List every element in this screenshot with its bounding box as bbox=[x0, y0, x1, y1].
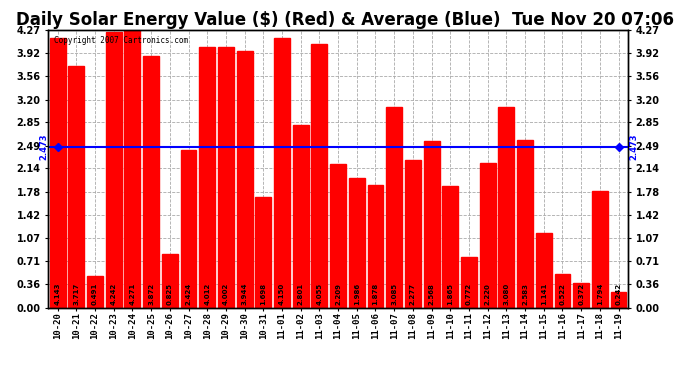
Text: 1.698: 1.698 bbox=[260, 283, 266, 305]
Text: 2.277: 2.277 bbox=[410, 283, 416, 305]
Bar bbox=[106, 32, 121, 308]
Text: 1.986: 1.986 bbox=[354, 283, 359, 305]
Text: 4.002: 4.002 bbox=[223, 283, 229, 305]
Bar bbox=[461, 257, 477, 307]
Text: 2.583: 2.583 bbox=[522, 283, 528, 305]
Bar bbox=[592, 191, 608, 308]
Text: 0.372: 0.372 bbox=[578, 283, 584, 305]
Bar bbox=[349, 178, 365, 308]
Bar bbox=[386, 107, 402, 307]
Text: Daily Solar Energy Value ($) (Red) & Average (Blue)  Tue Nov 20 07:06: Daily Solar Energy Value ($) (Red) & Ave… bbox=[16, 11, 674, 29]
Bar bbox=[517, 140, 533, 308]
Text: 2.801: 2.801 bbox=[297, 283, 304, 305]
Text: 2.473: 2.473 bbox=[630, 134, 639, 160]
Bar bbox=[480, 163, 495, 308]
Bar bbox=[255, 197, 271, 308]
Bar bbox=[293, 126, 308, 308]
Text: 3.944: 3.944 bbox=[241, 282, 248, 305]
Bar bbox=[573, 284, 589, 308]
Bar bbox=[144, 56, 159, 308]
Bar bbox=[218, 47, 234, 308]
Bar bbox=[199, 47, 215, 308]
Text: 1.141: 1.141 bbox=[541, 282, 546, 305]
Text: 1.878: 1.878 bbox=[373, 283, 379, 305]
Text: 0.491: 0.491 bbox=[92, 282, 98, 305]
Text: 3.085: 3.085 bbox=[391, 283, 397, 305]
Text: 2.209: 2.209 bbox=[335, 283, 341, 305]
Text: 4.271: 4.271 bbox=[130, 283, 135, 305]
Bar bbox=[424, 141, 440, 308]
Text: 1.865: 1.865 bbox=[447, 283, 453, 305]
Text: Copyright 2007 Cartronics.com: Copyright 2007 Cartronics.com bbox=[54, 36, 188, 45]
Text: 0.825: 0.825 bbox=[167, 283, 172, 305]
Bar bbox=[162, 254, 178, 308]
Bar bbox=[368, 186, 384, 308]
Text: 3.717: 3.717 bbox=[73, 283, 79, 305]
Text: 3.080: 3.080 bbox=[504, 283, 509, 305]
Bar bbox=[68, 66, 84, 308]
Bar bbox=[274, 38, 290, 308]
Text: 2.568: 2.568 bbox=[428, 283, 435, 305]
Bar bbox=[237, 51, 253, 308]
Text: 2.220: 2.220 bbox=[484, 283, 491, 305]
Bar bbox=[498, 107, 514, 308]
Bar bbox=[555, 274, 571, 308]
Text: 4.150: 4.150 bbox=[279, 283, 285, 305]
Bar bbox=[87, 276, 103, 308]
Text: 2.473: 2.473 bbox=[39, 134, 48, 160]
Text: 0.242: 0.242 bbox=[615, 283, 622, 305]
Text: 2.424: 2.424 bbox=[186, 283, 192, 305]
Bar bbox=[50, 38, 66, 308]
Bar bbox=[536, 233, 552, 308]
Bar bbox=[124, 30, 140, 308]
Bar bbox=[405, 159, 421, 308]
Text: 4.242: 4.242 bbox=[110, 283, 117, 305]
Text: 1.794: 1.794 bbox=[597, 282, 603, 305]
Text: 0.522: 0.522 bbox=[560, 283, 566, 305]
Bar bbox=[442, 186, 458, 308]
Text: 0.772: 0.772 bbox=[466, 283, 472, 305]
Bar bbox=[181, 150, 197, 308]
Bar bbox=[330, 164, 346, 308]
Text: 4.055: 4.055 bbox=[317, 283, 322, 305]
Bar bbox=[611, 292, 627, 308]
Text: 4.143: 4.143 bbox=[55, 282, 61, 305]
Text: 3.872: 3.872 bbox=[148, 283, 154, 305]
Bar bbox=[311, 44, 327, 308]
Text: 4.012: 4.012 bbox=[204, 283, 210, 305]
